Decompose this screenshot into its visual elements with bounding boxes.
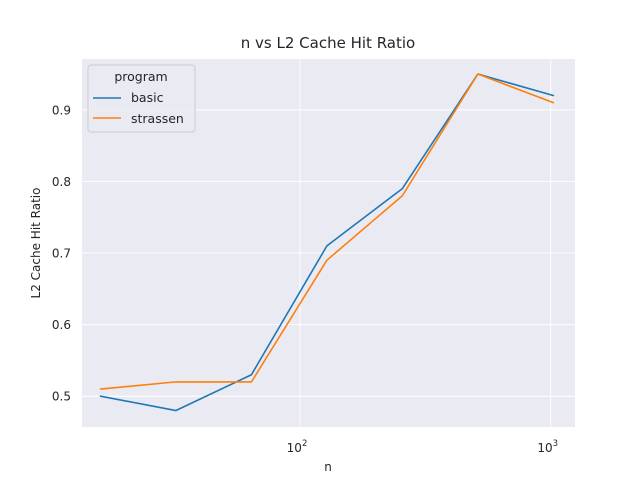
y-tick-label: 0.7 <box>52 247 71 261</box>
y-axis-label: L2 Cache Hit Ratio <box>29 188 43 299</box>
legend: program basic strassen <box>87 64 196 133</box>
series-line-strassen <box>99 73 555 390</box>
tick-labels: 0.5 0.6 0.7 0.8 0.9 102 103 <box>52 103 558 455</box>
y-tick-label: 0.9 <box>52 103 71 117</box>
legend-label-strassen: strassen <box>131 111 184 126</box>
y-tick-label: 0.6 <box>52 318 71 332</box>
legend-box <box>87 64 196 133</box>
series-lines <box>99 73 555 412</box>
legend-title: program <box>114 69 167 84</box>
grid-lines <box>82 59 575 427</box>
x-axis-label: n <box>324 460 332 474</box>
y-tick-label: 0.8 <box>52 175 71 189</box>
x-tick-label: 103 <box>537 439 558 455</box>
chart-title: n vs L2 Cache Hit Ratio <box>241 34 415 52</box>
legend-label-basic: basic <box>131 90 164 105</box>
x-tick-label: 102 <box>287 439 308 455</box>
y-tick-label: 0.5 <box>52 390 71 404</box>
